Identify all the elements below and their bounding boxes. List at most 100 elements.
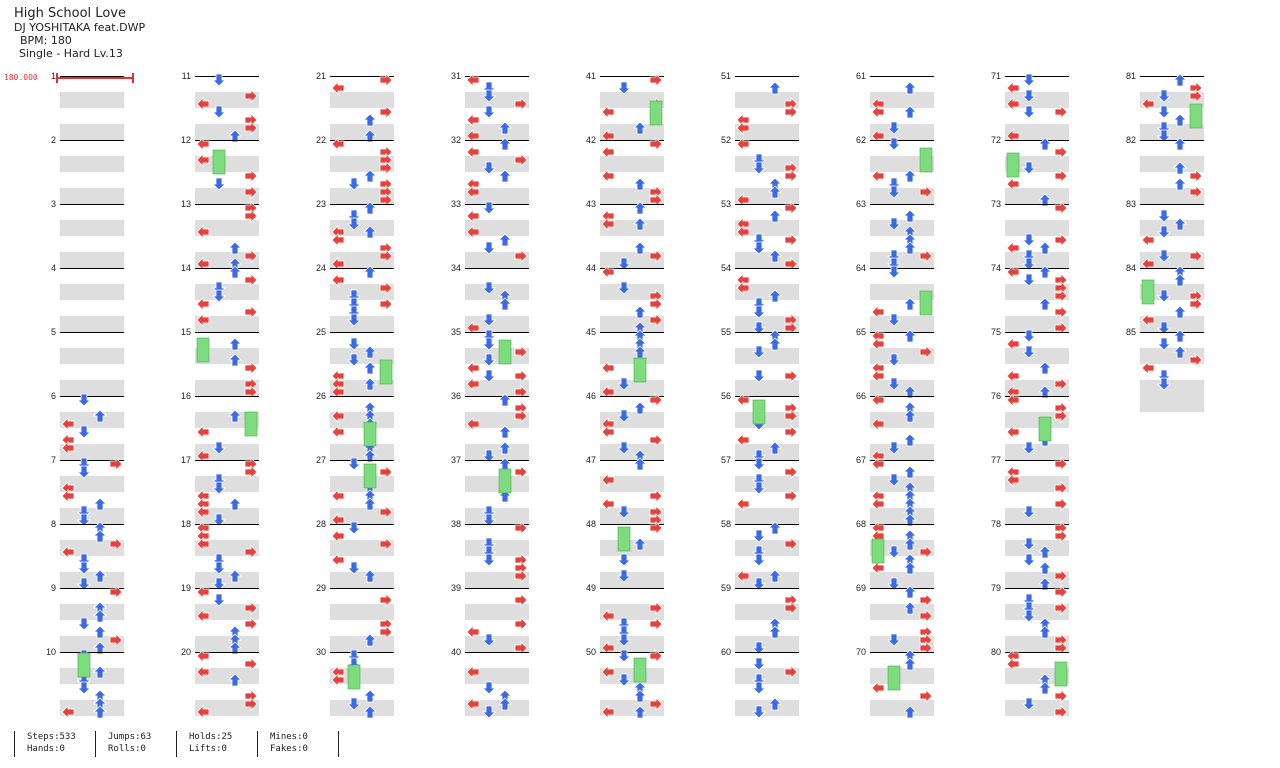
measure-number: 78 <box>991 519 1001 529</box>
measure-66 <box>870 393 934 476</box>
arrow-note <box>77 393 91 407</box>
beat-stripe <box>735 236 799 252</box>
beat-stripe <box>195 588 259 604</box>
measure-number: 71 <box>991 71 1001 81</box>
arrow-note <box>784 409 798 423</box>
measure-number: 48 <box>586 519 596 529</box>
arrow-note <box>1006 425 1020 439</box>
arrow-note <box>1054 457 1068 471</box>
arrow-note <box>466 73 480 87</box>
arrow-note <box>601 609 615 623</box>
arrow-note <box>617 673 631 687</box>
beat-stripe <box>735 620 799 636</box>
measure-number: 51 <box>721 71 731 81</box>
measure-number: 70 <box>856 647 866 657</box>
beat-stripe <box>60 220 124 236</box>
arrow-note <box>244 545 258 559</box>
measure-number: 52 <box>721 135 731 145</box>
measure-number: 83 <box>1126 199 1136 209</box>
measure-1 <box>60 76 124 156</box>
beat-stripe <box>600 716 664 730</box>
beat-stripe <box>870 508 934 524</box>
arrow-note <box>212 561 226 575</box>
arrow-note <box>1022 105 1036 119</box>
arrow-note <box>1006 265 1020 279</box>
arrow-note <box>331 513 345 527</box>
arrow-note <box>1022 609 1036 623</box>
arrow-note <box>347 337 361 351</box>
arrow-note <box>903 169 917 183</box>
measure-number: 74 <box>991 263 1001 273</box>
beat-stripe <box>195 108 259 124</box>
arrow-note <box>514 465 528 479</box>
arrow-note <box>331 81 345 95</box>
arrow-note <box>1173 161 1187 175</box>
arrow-note <box>601 169 615 183</box>
beat-stripe <box>330 428 394 444</box>
arrow-note <box>363 633 377 647</box>
beat-stripe <box>1140 172 1204 188</box>
arrow-note <box>903 465 917 479</box>
arrow-note <box>1006 369 1020 383</box>
arrow-note <box>633 201 647 215</box>
beat-stripe <box>330 396 394 412</box>
hold-note <box>887 665 901 691</box>
measure-72 <box>1005 137 1069 220</box>
measure-number: 64 <box>856 263 866 273</box>
arrow-note <box>482 281 496 295</box>
measure-67 <box>870 457 934 540</box>
hold-note <box>212 149 226 175</box>
arrow-note <box>601 265 615 279</box>
hold-note <box>752 399 766 425</box>
arrow-note <box>1006 97 1020 111</box>
measure-4 <box>60 268 124 348</box>
measure-number: 36 <box>451 391 461 401</box>
arrow-note <box>617 553 631 567</box>
stats-col-end <box>338 731 339 757</box>
arrow-note <box>228 337 242 351</box>
beat-stripe <box>735 396 799 412</box>
measure-59 <box>735 588 799 668</box>
beat-stripe <box>1140 124 1204 140</box>
arrow-note <box>1173 305 1187 319</box>
arrow-note <box>93 665 107 679</box>
arrow-note <box>1006 81 1020 95</box>
hold-note <box>347 664 361 690</box>
beat-stripe <box>600 364 664 380</box>
arrow-note <box>1038 681 1052 695</box>
beat-stripe <box>195 508 259 524</box>
arrow-note <box>347 521 361 535</box>
arrow-note <box>1006 393 1020 407</box>
beat-stripe <box>600 556 664 572</box>
beat-stripe <box>870 588 934 604</box>
arrow-note <box>331 673 345 687</box>
beat-stripe <box>870 444 934 460</box>
arrow-note <box>61 417 75 431</box>
beat-stripe <box>60 348 124 364</box>
beat-stripe <box>60 332 124 348</box>
arrow-note <box>514 249 528 263</box>
measure-35 <box>465 329 529 412</box>
arrow-note <box>196 649 210 663</box>
measure-23 <box>330 201 394 284</box>
arrow-note <box>196 297 210 311</box>
beat-stripe <box>465 140 529 156</box>
beat-stripe <box>330 620 394 636</box>
arrow-note <box>514 593 528 607</box>
arrow-note <box>93 409 107 423</box>
beat-stripe <box>330 284 394 300</box>
beat-stripe <box>330 540 394 556</box>
arrow-note <box>466 225 480 239</box>
arrow-note <box>887 545 901 559</box>
arrow-note <box>768 697 782 711</box>
beat-stripe <box>735 300 799 316</box>
arrow-note <box>617 81 631 95</box>
beat-stripe <box>60 380 124 396</box>
beat-stripe <box>870 476 934 492</box>
measure-21 <box>330 73 394 156</box>
measure-16 <box>195 396 259 476</box>
beat-stripe <box>60 476 124 492</box>
beat-stripe <box>600 140 664 156</box>
beat-stripe <box>60 700 124 716</box>
beat-stripe <box>465 396 529 412</box>
